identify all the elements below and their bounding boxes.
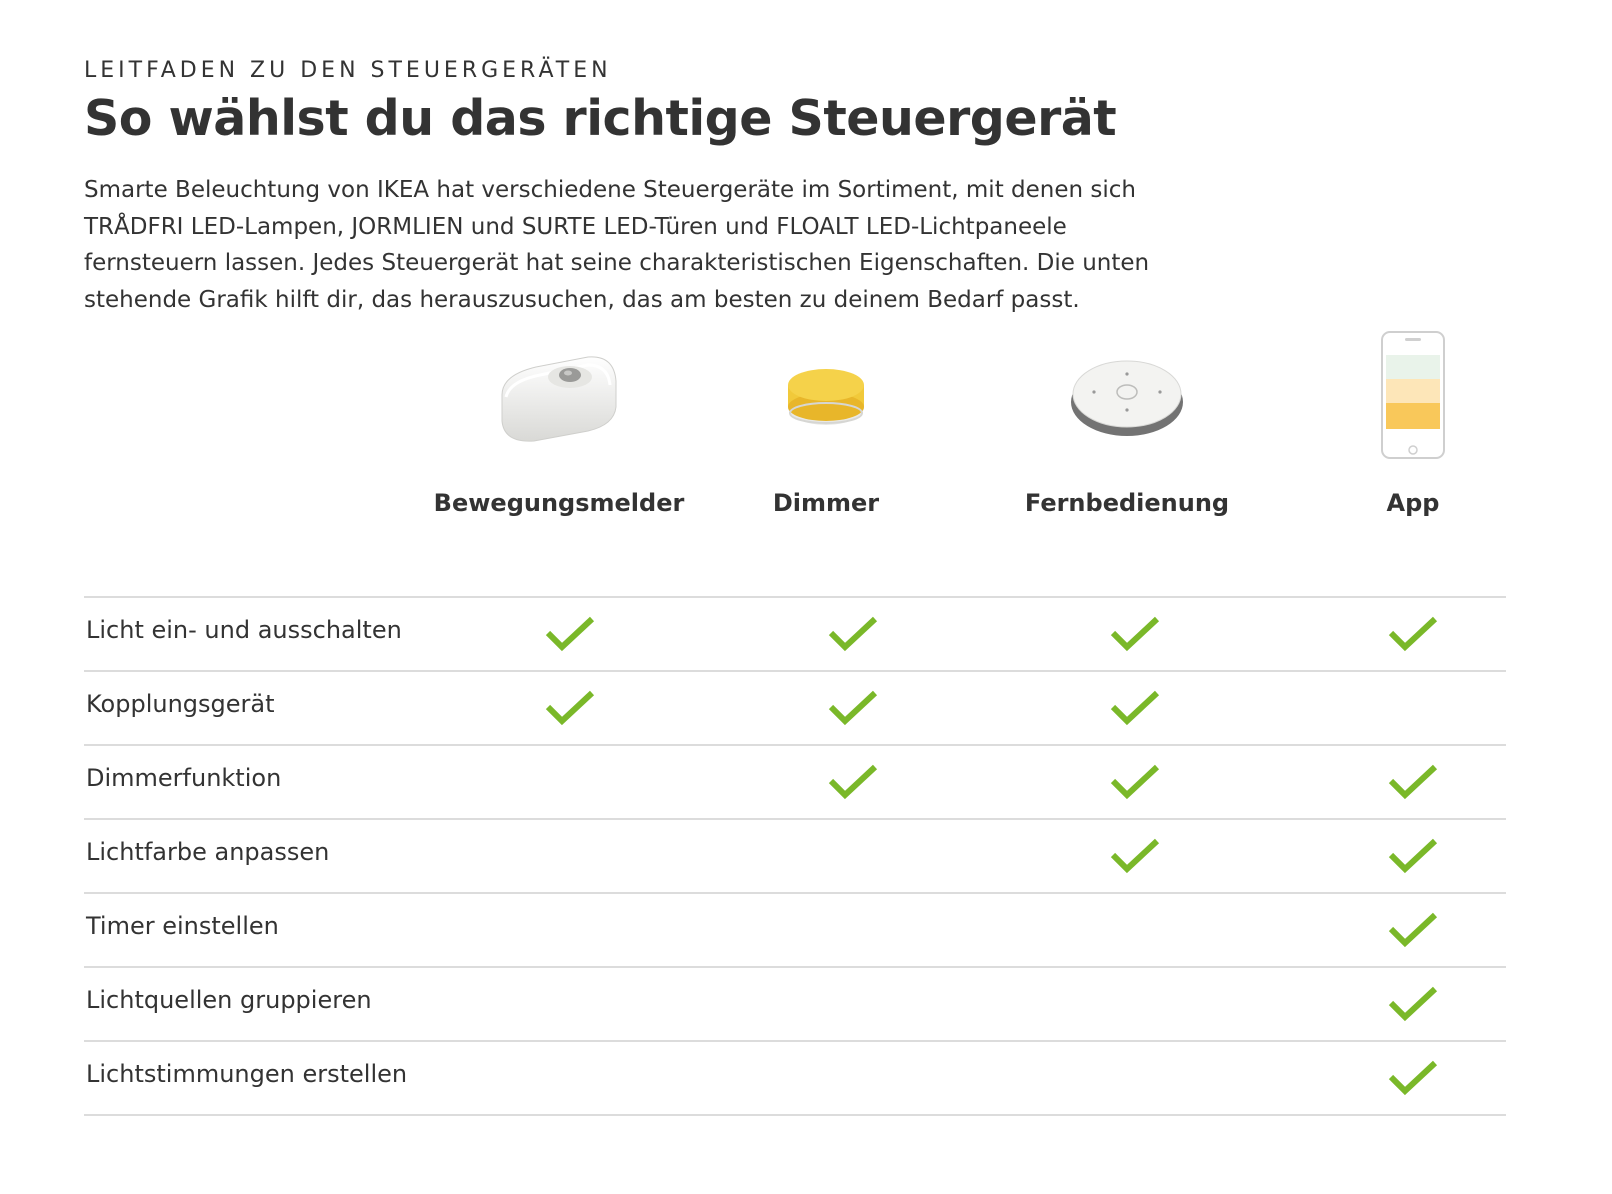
checkmark-icon [1387, 911, 1439, 949]
comparison-table: Licht ein- und ausschalten Kopplungsgerät… [84, 596, 1506, 1116]
page-title: So wählst du das richtige Steuergerät [84, 90, 1117, 147]
eyebrow-label: LEITFADEN ZU DEN STEUERGERÄTEN [84, 58, 612, 83]
remote-control-icon [1071, 360, 1183, 436]
checkmark-icon [827, 763, 879, 801]
product-label: Bewegungsmelder [433, 489, 685, 517]
checkmark-icon [1109, 837, 1161, 875]
table-row: Dimmerfunktion [84, 746, 1506, 820]
product-label: App [1386, 489, 1440, 517]
checkmark-icon [1387, 615, 1439, 653]
product-label: Fernbedienung [1024, 489, 1230, 517]
checkmark-icon [1387, 1059, 1439, 1097]
table-row: Timer einstellen [84, 894, 1506, 968]
table-row: Lichtfarbe anpassen [84, 820, 1506, 894]
checkmark-icon [1387, 763, 1439, 801]
product-label: Dimmer [772, 489, 880, 517]
checkmark-icon [827, 689, 879, 727]
feature-label: Lichtfarbe anpassen [86, 838, 330, 866]
feature-label: Dimmerfunktion [86, 764, 282, 792]
feature-label: Lichtquellen gruppieren [86, 986, 372, 1014]
product-app: App [1380, 325, 1446, 517]
checkmark-icon [1109, 689, 1161, 727]
feature-label: Licht ein- und ausschalten [86, 616, 402, 644]
smartphone-app-icon [1381, 331, 1445, 459]
table-row: Licht ein- und ausschalten [84, 598, 1506, 672]
table-row: Lichtquellen gruppieren [84, 968, 1506, 1042]
product-dimmer: Dimmer [773, 325, 879, 517]
product-remote-control: Fernbedienung [1025, 325, 1229, 517]
checkmark-icon [1109, 615, 1161, 653]
product-motion-sensor: Bewegungsmelder [434, 325, 684, 517]
intro-text: Smarte Beleuchtung von IKEA hat verschie… [84, 177, 1150, 313]
feature-label: Timer einstellen [86, 912, 279, 940]
feature-label: Lichtstimmungen erstellen [86, 1060, 408, 1088]
table-row: Kopplungsgerät [84, 672, 1506, 746]
checkmark-icon [827, 615, 879, 653]
table-row: Lichtstimmungen erstellen [84, 1042, 1506, 1116]
feature-label: Kopplungsgerät [86, 690, 275, 718]
checkmark-icon [544, 689, 596, 727]
dimmer-icon [788, 369, 864, 425]
checkmark-icon [1387, 985, 1439, 1023]
checkmark-icon [544, 615, 596, 653]
motion-sensor-icon [501, 356, 617, 442]
checkmark-icon [1109, 763, 1161, 801]
checkmark-icon [1387, 837, 1439, 875]
